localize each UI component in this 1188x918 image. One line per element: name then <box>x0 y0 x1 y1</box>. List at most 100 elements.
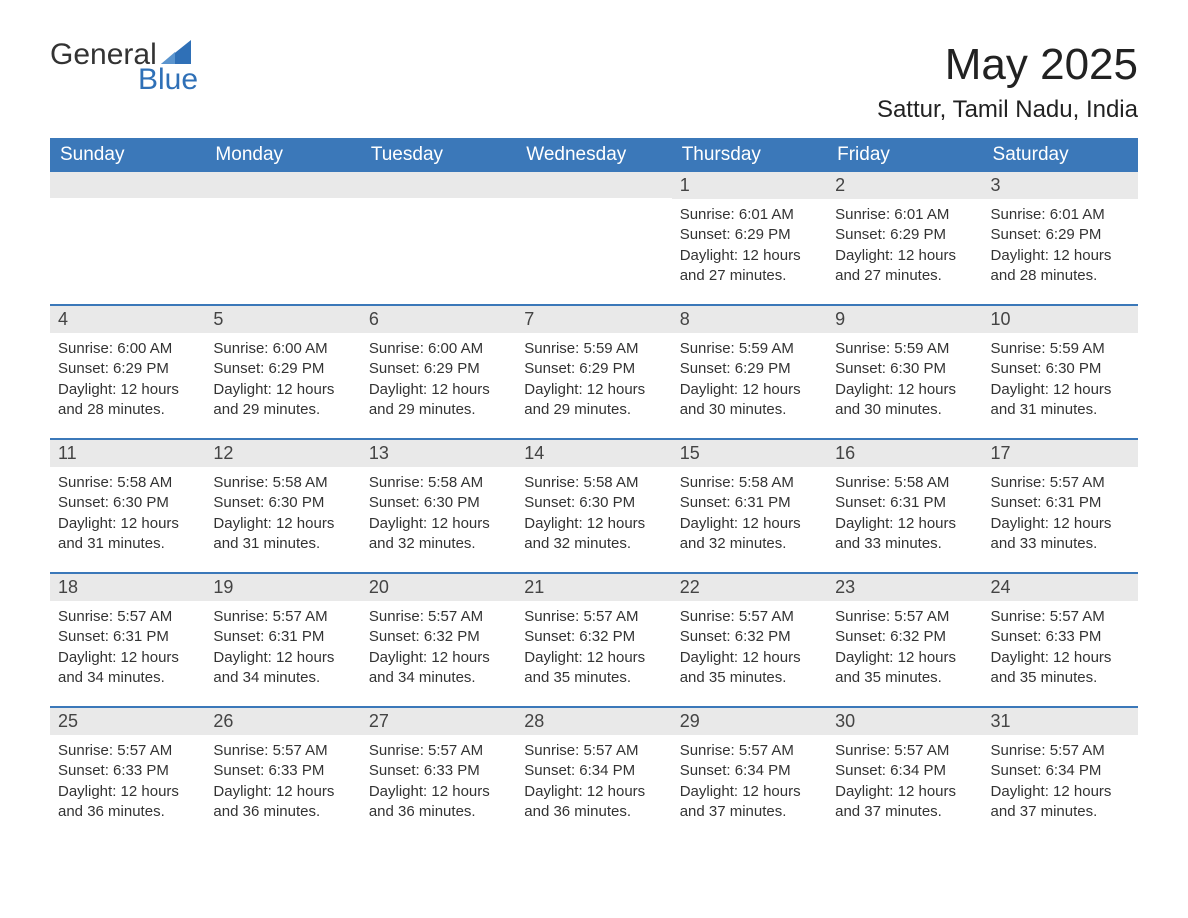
daylight-line: Daylight: 12 hours and 37 minutes. <box>991 782 1130 823</box>
sunrise-line: Sunrise: 5:59 AM <box>835 339 974 359</box>
daylight-line: Daylight: 12 hours and 29 minutes. <box>369 380 508 421</box>
sunset-line: Sunset: 6:29 PM <box>524 359 663 379</box>
daylight-line: Daylight: 12 hours and 34 minutes. <box>369 648 508 689</box>
logo-text-bottom: Blue <box>138 66 198 93</box>
sunrise-line: Sunrise: 6:01 AM <box>680 205 819 225</box>
day-number: 12 <box>205 440 360 467</box>
calendar-day: 17Sunrise: 5:57 AMSunset: 6:31 PMDayligh… <box>983 440 1138 572</box>
calendar-week: 18Sunrise: 5:57 AMSunset: 6:31 PMDayligh… <box>50 572 1138 706</box>
day-number <box>361 172 516 198</box>
sunrise-line: Sunrise: 6:01 AM <box>835 205 974 225</box>
day-number: 9 <box>827 306 982 333</box>
calendar-day: 22Sunrise: 5:57 AMSunset: 6:32 PMDayligh… <box>672 574 827 706</box>
daylight-line: Daylight: 12 hours and 34 minutes. <box>213 648 352 689</box>
calendar-day: 1Sunrise: 6:01 AMSunset: 6:29 PMDaylight… <box>672 172 827 304</box>
calendar-day: 8Sunrise: 5:59 AMSunset: 6:29 PMDaylight… <box>672 306 827 438</box>
daylight-line: Daylight: 12 hours and 31 minutes. <box>991 380 1130 421</box>
sunrise-line: Sunrise: 5:57 AM <box>213 741 352 761</box>
day-number: 27 <box>361 708 516 735</box>
calendar-day: 12 Sunrise: 5:58 AMSunset: 6:30 PMDayligh… <box>205 440 360 572</box>
daylight-line: Daylight: 12 hours and 32 minutes. <box>524 514 663 555</box>
calendar-day: 23Sunrise: 5:57 AMSunset: 6:32 PMDayligh… <box>827 574 982 706</box>
day-info: Sunrise: 6:01 AMSunset: 6:29 PMDaylight:… <box>991 205 1130 286</box>
daylight-line: Daylight: 12 hours and 37 minutes. <box>680 782 819 823</box>
sunrise-line: Sunrise: 5:57 AM <box>58 607 197 627</box>
sunset-line: Sunset: 6:29 PM <box>58 359 197 379</box>
day-number <box>516 172 671 198</box>
calendar-day: 9Sunrise: 5:59 AMSunset: 6:30 PMDaylight… <box>827 306 982 438</box>
sunrise-line: Sunrise: 5:57 AM <box>835 741 974 761</box>
daylight-line: Daylight: 12 hours and 35 minutes. <box>991 648 1130 689</box>
sunrise-line: Sunrise: 5:58 AM <box>369 473 508 493</box>
calendar-day <box>361 172 516 304</box>
day-number: 31 <box>983 708 1138 735</box>
calendar-day: 27Sunrise: 5:57 AMSunset: 6:33 PMDayligh… <box>361 708 516 840</box>
day-number: 11 <box>50 440 205 467</box>
sunset-line: Sunset: 6:34 PM <box>680 761 819 781</box>
day-info: Sunrise: 5:57 AMSunset: 6:33 PMDaylight:… <box>213 741 352 822</box>
sunset-line: Sunset: 6:29 PM <box>991 225 1130 245</box>
day-info: Sunrise: 5:57 AMSunset: 6:33 PMDaylight:… <box>58 741 197 822</box>
calendar-day: 29Sunrise: 5:57 AMSunset: 6:34 PMDayligh… <box>672 708 827 840</box>
day-number <box>205 172 360 198</box>
sunrise-line: Sunrise: 5:57 AM <box>213 607 352 627</box>
calendar-day: 30 Sunrise: 5:57 AMSunset: 6:34 PMDayligh… <box>827 708 982 840</box>
day-number: 17 <box>983 440 1138 467</box>
calendar-day: 28Sunrise: 5:57 AMSunset: 6:34 PMDayligh… <box>516 708 671 840</box>
calendar-week: 25Sunrise: 5:57 AMSunset: 6:33 PMDayligh… <box>50 706 1138 840</box>
daylight-line: Daylight: 12 hours and 35 minutes. <box>835 648 974 689</box>
sunrise-line: Sunrise: 6:00 AM <box>369 339 508 359</box>
weekday-header: Sunday <box>50 138 205 172</box>
daylight-line: Daylight: 12 hours and 37 minutes. <box>835 782 974 823</box>
day-number: 25 <box>50 708 205 735</box>
day-info: Sunrise: 5:58 AMSunset: 6:30 PMDaylight:… <box>213 473 352 554</box>
sunset-line: Sunset: 6:30 PM <box>991 359 1130 379</box>
day-number: 23 <box>827 574 982 601</box>
daylight-line: Daylight: 12 hours and 30 minutes. <box>680 380 819 421</box>
day-number: 26 <box>205 708 360 735</box>
daylight-line: Daylight: 12 hours and 31 minutes. <box>58 514 197 555</box>
day-number: 22 <box>672 574 827 601</box>
calendar-day <box>205 172 360 304</box>
calendar: SundayMondayTuesdayWednesdayThursdayFrid… <box>50 138 1138 840</box>
day-info: Sunrise: 6:01 AMSunset: 6:29 PMDaylight:… <box>835 205 974 286</box>
calendar-day: 5Sunrise: 6:00 AMSunset: 6:29 PMDaylight… <box>205 306 360 438</box>
weekday-header-row: SundayMondayTuesdayWednesdayThursdayFrid… <box>50 138 1138 172</box>
daylight-line: Daylight: 12 hours and 31 minutes. <box>213 514 352 555</box>
day-number: 18 <box>50 574 205 601</box>
day-number <box>50 172 205 198</box>
day-number: 8 <box>672 306 827 333</box>
calendar-day: 10Sunrise: 5:59 AMSunset: 6:30 PMDayligh… <box>983 306 1138 438</box>
sunset-line: Sunset: 6:30 PM <box>213 493 352 513</box>
calendar-day: 4Sunrise: 6:00 AMSunset: 6:29 PMDaylight… <box>50 306 205 438</box>
sunrise-line: Sunrise: 5:57 AM <box>991 607 1130 627</box>
sunrise-line: Sunrise: 5:57 AM <box>524 741 663 761</box>
day-number: 15 <box>672 440 827 467</box>
sunrise-line: Sunrise: 5:57 AM <box>58 741 197 761</box>
weekday-header: Tuesday <box>361 138 516 172</box>
weekday-header: Thursday <box>672 138 827 172</box>
day-number: 13 <box>361 440 516 467</box>
day-info: Sunrise: 6:00 AMSunset: 6:29 PMDaylight:… <box>369 339 508 420</box>
day-info: Sunrise: 5:57 AMSunset: 6:34 PMDaylight:… <box>835 741 974 822</box>
sunset-line: Sunset: 6:30 PM <box>524 493 663 513</box>
daylight-line: Daylight: 12 hours and 28 minutes. <box>991 246 1130 287</box>
day-number: 30 <box>827 708 982 735</box>
sunrise-line: Sunrise: 6:00 AM <box>58 339 197 359</box>
sunset-line: Sunset: 6:31 PM <box>58 627 197 647</box>
calendar-day: 24Sunrise: 5:57 AMSunset: 6:33 PMDayligh… <box>983 574 1138 706</box>
day-info: Sunrise: 5:57 AMSunset: 6:32 PMDaylight:… <box>524 607 663 688</box>
sunset-line: Sunset: 6:32 PM <box>369 627 508 647</box>
page-header: General Blue May 2025 Sattur, Tamil Nadu… <box>50 40 1138 124</box>
calendar-week: 11Sunrise: 5:58 AMSunset: 6:30 PMDayligh… <box>50 438 1138 572</box>
sunrise-line: Sunrise: 5:58 AM <box>680 473 819 493</box>
day-info: Sunrise: 5:57 AMSunset: 6:34 PMDaylight:… <box>524 741 663 822</box>
daylight-line: Daylight: 12 hours and 32 minutes. <box>680 514 819 555</box>
day-number: 7 <box>516 306 671 333</box>
day-info: Sunrise: 5:58 AMSunset: 6:30 PMDaylight:… <box>524 473 663 554</box>
day-info: Sunrise: 6:00 AMSunset: 6:29 PMDaylight:… <box>213 339 352 420</box>
daylight-line: Daylight: 12 hours and 30 minutes. <box>835 380 974 421</box>
sunset-line: Sunset: 6:33 PM <box>213 761 352 781</box>
daylight-line: Daylight: 12 hours and 36 minutes. <box>213 782 352 823</box>
calendar-week: 4Sunrise: 6:00 AMSunset: 6:29 PMDaylight… <box>50 304 1138 438</box>
